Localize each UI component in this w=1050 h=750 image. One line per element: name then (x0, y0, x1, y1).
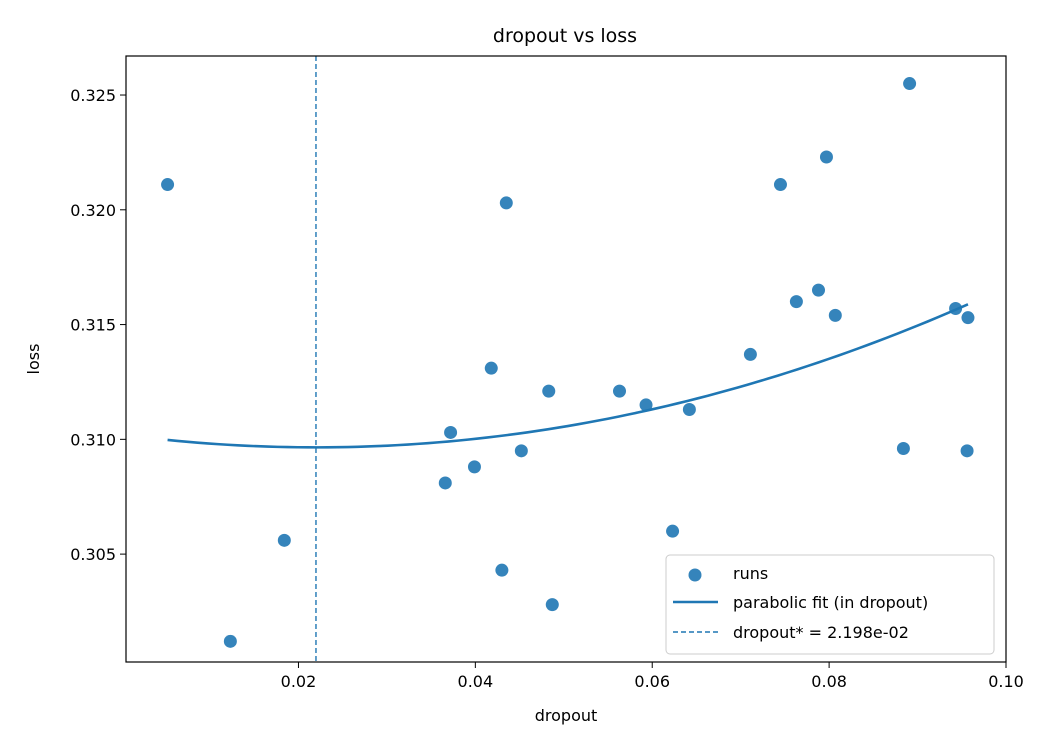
run-point (438, 476, 452, 490)
y-tick-label: 0.305 (70, 545, 116, 564)
x-tick-label: 0.08 (811, 672, 847, 691)
run-point (828, 308, 842, 322)
run-point (666, 524, 680, 538)
x-axis: 0.02 0.04 0.06 0.08 0.10 (281, 662, 1024, 691)
legend-marker-runs (688, 568, 702, 582)
run-point (961, 311, 975, 325)
run-point (639, 398, 653, 412)
y-tick-label: 0.325 (70, 86, 116, 105)
run-point (277, 533, 291, 547)
y-tick-label: 0.310 (70, 430, 116, 449)
run-point (499, 196, 513, 210)
run-point (514, 444, 528, 458)
run-point (444, 425, 458, 439)
run-point (812, 283, 826, 297)
run-point (903, 77, 917, 91)
run-point (495, 563, 509, 577)
parabolic-fit-line (167, 303, 969, 449)
run-point (613, 384, 627, 398)
run-point (960, 444, 974, 458)
run-point (789, 295, 803, 309)
x-tick-label: 0.06 (634, 672, 670, 691)
y-axis: 0.305 0.310 0.315 0.320 0.325 (70, 86, 126, 564)
legend-label-vline: dropout* = 2.198e-02 (733, 623, 909, 642)
run-point (743, 347, 757, 361)
legend: runs parabolic fit (in dropout) dropout*… (665, 554, 995, 655)
x-tick-label: 0.02 (281, 672, 317, 691)
legend-label-fit: parabolic fit (in dropout) (733, 593, 928, 612)
y-tick-label: 0.315 (70, 316, 116, 335)
y-axis-label: loss (24, 344, 43, 375)
x-axis-label: dropout (535, 706, 598, 725)
run-point (819, 150, 833, 164)
x-tick-label: 0.04 (458, 672, 494, 691)
x-tick-label: 0.10 (988, 672, 1024, 691)
run-point (896, 442, 910, 456)
fit-layer (167, 303, 969, 449)
y-tick-label: 0.320 (70, 201, 116, 220)
run-point (223, 634, 237, 648)
run-point (467, 460, 481, 474)
run-point (949, 302, 963, 315)
chart-title: dropout vs loss (493, 25, 637, 47)
plot-frame (125, 55, 1007, 663)
run-point (773, 178, 787, 192)
run-point (484, 361, 498, 375)
run-point (161, 178, 175, 192)
legend-box (665, 554, 995, 655)
run-point (542, 384, 556, 398)
run-point (682, 403, 696, 416)
points-layer (161, 77, 975, 648)
legend-label-runs: runs (733, 564, 768, 583)
run-point (545, 598, 559, 612)
